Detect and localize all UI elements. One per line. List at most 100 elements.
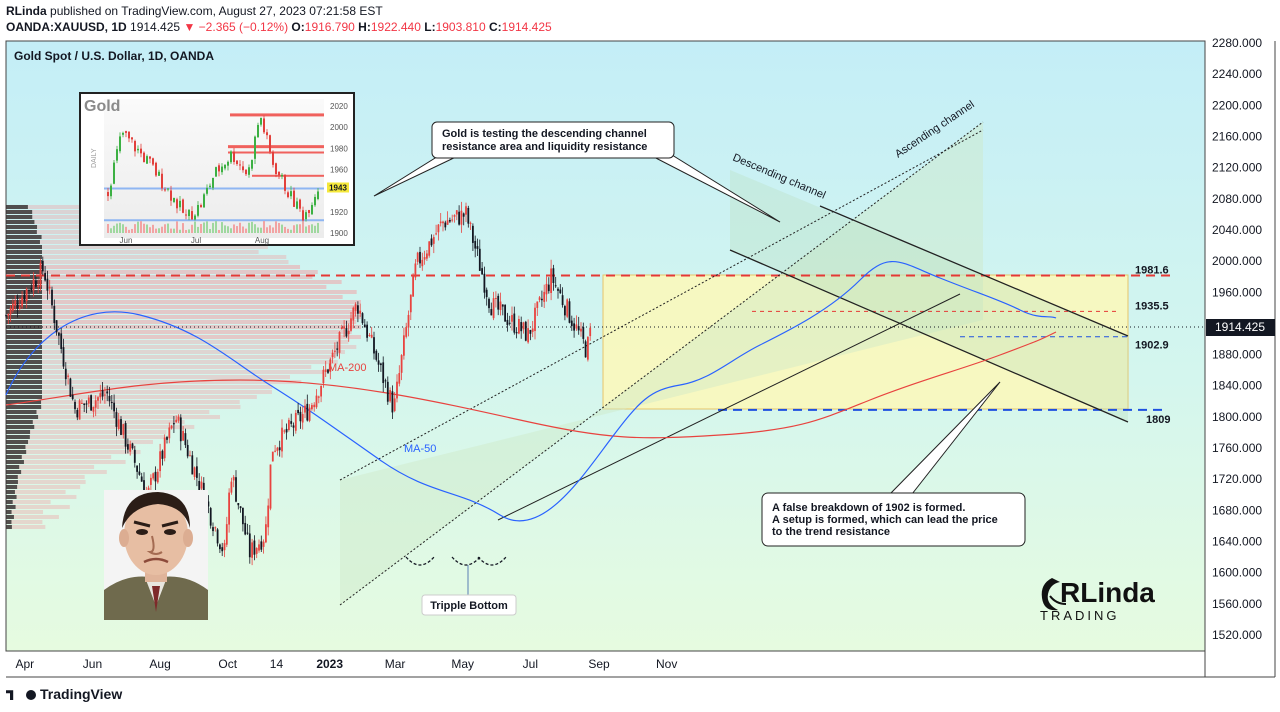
inset-x-tick: Jun (120, 236, 133, 245)
candle-body (25, 288, 28, 302)
close-label: C: (488, 20, 502, 34)
symbol-name: OANDA:XAUUSD, 1D (6, 20, 127, 34)
inset-y-tick: 2020 (330, 102, 348, 111)
time-tick-label: Aug (149, 657, 170, 671)
volume-bar (6, 390, 272, 394)
author-name[interactable]: RLinda (6, 4, 47, 18)
candle-body (504, 304, 506, 322)
candle-body (255, 548, 258, 554)
volume-bar-core (6, 495, 17, 499)
volume-bar (6, 320, 357, 324)
tradingview-brand[interactable]: TradingView (6, 686, 122, 702)
candle-body (543, 291, 546, 302)
candle-body (324, 369, 327, 373)
candle-body (320, 385, 322, 397)
candle-body (568, 301, 571, 323)
logo-line1: RLinda (1060, 577, 1155, 608)
candle-body (573, 323, 575, 331)
inset-candle-body (113, 162, 115, 184)
volume-bar (6, 480, 86, 484)
candle-body (265, 524, 267, 543)
inset-volume-bar (281, 224, 283, 233)
price-tick-label: 2040.000 (1212, 223, 1262, 237)
volume-bar (6, 245, 268, 249)
candle-body (460, 210, 463, 225)
inset-candle-body (143, 152, 145, 163)
inset-price-tag: 1943 (329, 183, 347, 192)
candle-body (46, 278, 49, 291)
candle-body (361, 313, 364, 324)
chart-title: Gold Spot / U.S. Dollar, 1D, OANDA (14, 49, 214, 63)
inset-candle-body (296, 201, 298, 209)
inset-candle-body (131, 137, 133, 140)
volume-bar-core (6, 475, 18, 479)
candle-body (207, 501, 210, 507)
volume-bar-core (6, 515, 14, 519)
candle-body (170, 425, 173, 429)
inset-volume-bar (155, 228, 157, 233)
candle-body (64, 368, 67, 380)
inset-candle-body (185, 214, 187, 216)
candle-body (377, 360, 380, 365)
volume-bar-core (6, 450, 27, 454)
candle-body (435, 233, 437, 235)
volume-bar-core (6, 485, 18, 489)
candle-body (368, 335, 371, 337)
candle-body (306, 403, 309, 421)
inset-x-tick: Jul (191, 236, 201, 245)
candle-body (430, 238, 433, 246)
inset-candle-body (245, 169, 247, 175)
inset-level (104, 187, 324, 190)
inset-volume-bar (284, 226, 286, 233)
candle-body (106, 391, 109, 394)
candle-body (267, 505, 270, 528)
publisher-line: RLinda published on TradingView.com, Aug… (6, 4, 383, 18)
candle-body (518, 318, 520, 334)
inset-volume-bar (200, 223, 202, 233)
candle-body (186, 444, 189, 457)
volume-bar (6, 370, 324, 374)
time-tick-label: 2023 (316, 657, 343, 671)
volume-bar (6, 285, 327, 289)
candle-body (9, 307, 12, 315)
candle-body (37, 285, 40, 288)
volume-bar (6, 395, 257, 399)
liquidity-zone (602, 274, 1129, 410)
callout-bottom-line2: A setup is formed, which can lead the pr… (772, 514, 998, 526)
candle-body (117, 419, 120, 429)
candle-body (209, 508, 212, 526)
high-label: H: (358, 20, 371, 34)
candle-body (193, 467, 196, 477)
time-tick-label: Nov (656, 657, 677, 671)
inset-candle-body (287, 192, 289, 198)
candle-body (260, 541, 263, 550)
candle-body (12, 303, 14, 311)
candle-body (244, 522, 247, 535)
volume-bar-core (6, 470, 22, 474)
inset-volume-bar (134, 224, 136, 233)
price-tick-label: 1680.000 (1212, 503, 1262, 517)
candle-body (228, 492, 230, 525)
tripple-bottom-box (421, 594, 517, 616)
candle-body (488, 298, 490, 309)
candle-body (281, 427, 283, 452)
price-tick-label: 2120.000 (1212, 161, 1262, 175)
volume-bar-core (6, 490, 15, 494)
volume-bar (6, 340, 349, 344)
volume-bar-core (6, 320, 42, 324)
candle-body (216, 529, 219, 544)
volume-bar-core (6, 375, 42, 379)
inset-candle-body (293, 190, 295, 207)
volume-bar (6, 365, 312, 369)
candle-body (152, 473, 155, 479)
candle-body (451, 219, 454, 221)
inset-x-tick: Aug (255, 236, 269, 245)
inset-volume-bar (176, 221, 178, 233)
price-tick-label: 2080.000 (1212, 192, 1262, 206)
tripple-bottom-arc (405, 556, 435, 566)
inset-candle-body (200, 205, 202, 208)
volume-bar (6, 385, 273, 389)
volume-bar-core (6, 440, 29, 444)
candle-body (582, 327, 585, 339)
